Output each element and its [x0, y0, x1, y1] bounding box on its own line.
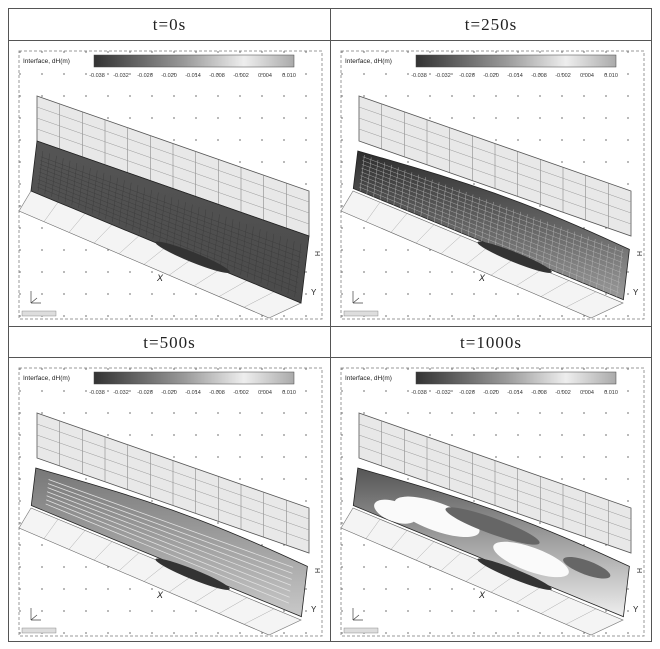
- z-axis-label: H: [635, 568, 642, 573]
- y-axis-label: Y: [311, 288, 317, 297]
- legend-title: Interface, dH(m): [23, 375, 70, 382]
- colorbar: [94, 372, 294, 384]
- colorbar-tick-label: -0.014: [185, 73, 201, 79]
- caption-box: [344, 628, 378, 633]
- surface-plot: Interface, dH(m) -0.038 -0.032 -0.026 -0.020…: [9, 358, 330, 643]
- colorbar-tick-label: -0.008: [531, 73, 547, 79]
- colorbar-tick-label: 0.004: [258, 390, 272, 396]
- colorbar-tick-label: -0.002: [233, 73, 249, 79]
- colorbar-tick-label: -0.032: [435, 390, 451, 396]
- surface-plot: Interface, dH(m) -0.038 -0.032 -0.026 -0.020…: [331, 41, 652, 326]
- colorbar-tick-label: 0.004: [258, 73, 272, 79]
- colorbar-tick-label: -0.020: [483, 73, 499, 79]
- colorbar-tick-label: -0.038: [411, 390, 427, 396]
- colorbar-tick-label: -0.026: [459, 73, 475, 79]
- colorbar-tick-label: -0.020: [483, 390, 499, 396]
- colorbar-tick-label: -0.020: [161, 73, 177, 79]
- panel-header: t=250s: [331, 9, 651, 41]
- colorbar-tick-label: -0.014: [185, 390, 201, 396]
- colorbar-tick-label: -0.002: [555, 73, 571, 79]
- colorbar-tick-label: -0.038: [89, 73, 105, 79]
- column-divider: [330, 9, 331, 641]
- colorbar-tick-label: 0.010: [282, 73, 296, 79]
- y-axis-label: Y: [633, 288, 639, 297]
- caption-box: [344, 311, 378, 316]
- colorbar-tick-label: -0.032: [113, 390, 129, 396]
- colorbar: [94, 55, 294, 67]
- colorbar-tick-label: -0.014: [507, 73, 523, 79]
- colorbar-tick-label: -0.008: [209, 390, 225, 396]
- colorbar-tick-label: -0.014: [507, 390, 523, 396]
- surface-plot: Interface, dH(m) -0.038 -0.032 -0.026 -0.020…: [9, 41, 330, 326]
- colorbar-tick-label: 0.010: [282, 390, 296, 396]
- x-axis-label: X: [478, 273, 486, 283]
- colorbar-tick-label: -0.032: [435, 73, 451, 79]
- colorbar-tick-label: -0.026: [459, 390, 475, 396]
- panel: Interface, dH(m) -0.038 -0.032 -0.026 -0.020…: [9, 358, 330, 643]
- z-axis-label: H: [313, 251, 320, 256]
- colorbar-tick-label: 0.004: [580, 73, 594, 79]
- panel-header: t=1000s: [331, 326, 651, 358]
- colorbar: [416, 372, 616, 384]
- colorbar-tick-label: -0.002: [233, 390, 249, 396]
- colorbar-tick-label: -0.002: [555, 390, 571, 396]
- surface-plot: Interface, dH(m) -0.038 -0.032 -0.026 -0.020…: [331, 358, 652, 643]
- colorbar-tick-label: -0.032: [113, 73, 129, 79]
- panel: Interface, dH(m) -0.038 -0.032 -0.026 -0.020…: [9, 41, 330, 326]
- colorbar-tick-label: 0.010: [604, 73, 618, 79]
- legend-title: Interface, dH(m): [345, 375, 392, 382]
- colorbar-tick-label: 0.004: [580, 390, 594, 396]
- x-axis-label: X: [478, 590, 486, 600]
- colorbar-tick-label: -0.008: [209, 73, 225, 79]
- panel: Interface, dH(m) -0.038 -0.032 -0.026 -0.020…: [331, 358, 652, 643]
- x-axis-label: X: [156, 590, 164, 600]
- colorbar: [416, 55, 616, 67]
- z-axis-label: H: [313, 568, 320, 573]
- colorbar-tick-label: 0.010: [604, 390, 618, 396]
- legend-title: Interface, dH(m): [345, 58, 392, 65]
- colorbar-tick-label: -0.038: [89, 390, 105, 396]
- panel: Interface, dH(m) -0.038 -0.032 -0.026 -0.020…: [331, 41, 652, 326]
- colorbar-tick-label: -0.038: [411, 73, 427, 79]
- x-axis-label: X: [156, 273, 164, 283]
- colorbar-tick-label: -0.008: [531, 390, 547, 396]
- legend-title: Interface, dH(m): [23, 58, 70, 65]
- panel-header: t=0s: [9, 9, 330, 41]
- figure-table: t=0s t=250s Interface, dH(m) -0.038 -0.032…: [8, 8, 652, 642]
- colorbar-tick-label: -0.020: [161, 390, 177, 396]
- caption-box: [22, 311, 56, 316]
- caption-box: [22, 628, 56, 633]
- y-axis-label: Y: [633, 605, 639, 614]
- z-axis-label: H: [635, 251, 642, 256]
- colorbar-tick-label: -0.026: [137, 73, 153, 79]
- colorbar-tick-label: -0.026: [137, 390, 153, 396]
- y-axis-label: Y: [311, 605, 317, 614]
- panel-header: t=500s: [9, 326, 330, 358]
